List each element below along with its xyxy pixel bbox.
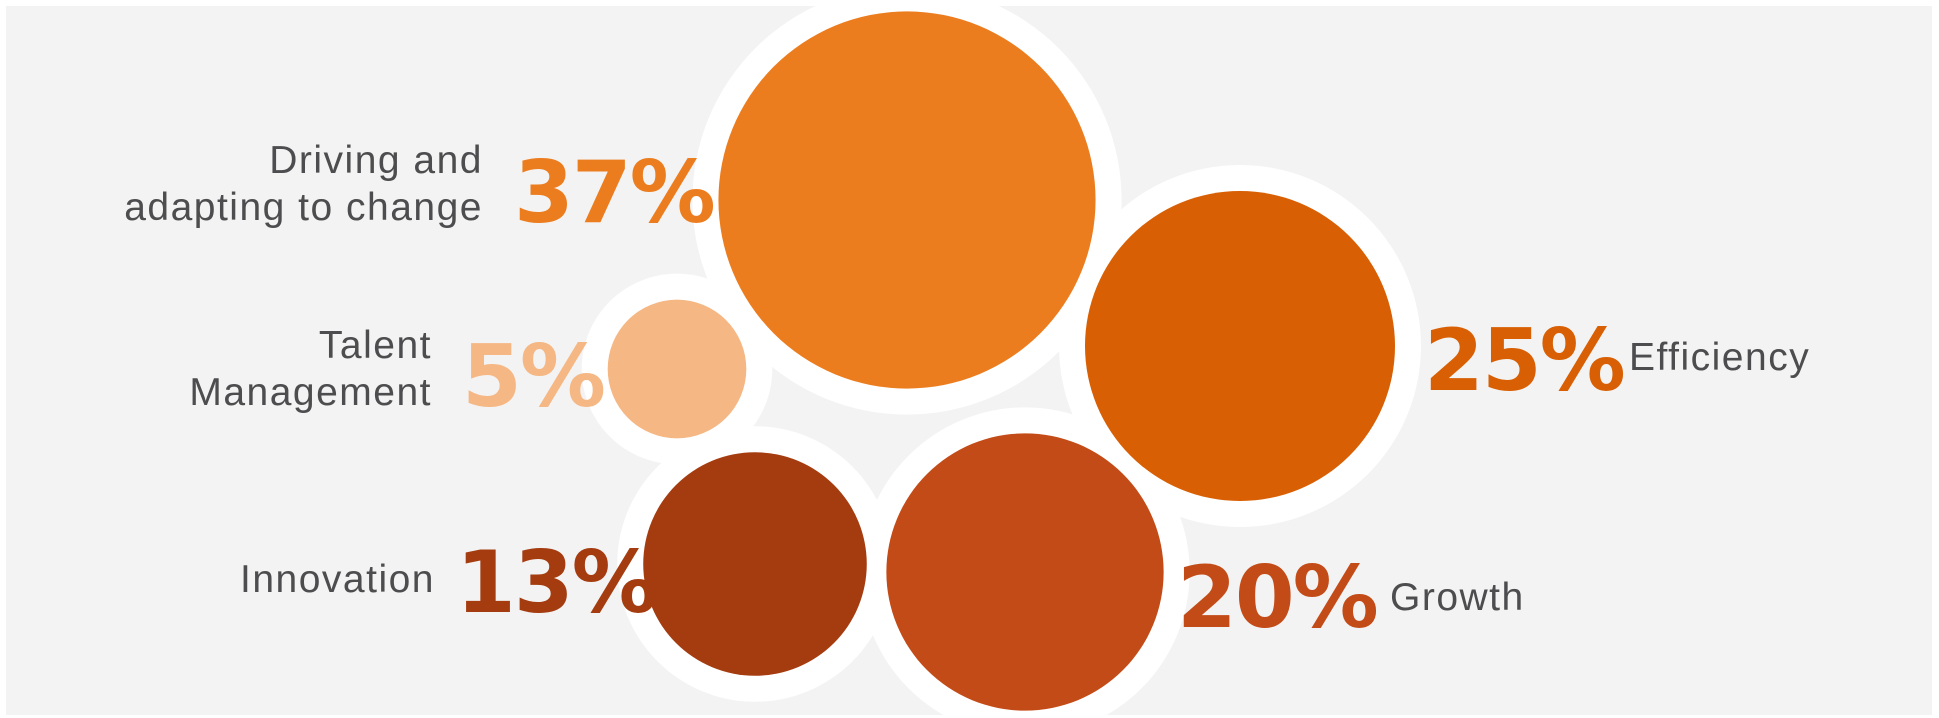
bubble-efficiency xyxy=(1085,191,1395,501)
category-label-growth: Growth xyxy=(1390,576,1525,619)
category-label-efficiency: Efficiency xyxy=(1629,336,1811,379)
bubble-innovation xyxy=(643,452,867,676)
value-label-efficiency: 25% xyxy=(1424,311,1626,411)
value-label-talent-management: 5% xyxy=(462,327,606,427)
category-label-innovation: Innovation xyxy=(240,558,435,601)
bubble-growth xyxy=(886,433,1164,711)
value-label-growth: 20% xyxy=(1177,548,1379,648)
bubble-talent-management xyxy=(607,299,747,439)
value-label-driving-change: 37% xyxy=(514,143,716,243)
category-label-driving-change: Driving and adapting to change xyxy=(124,139,483,229)
category-label-talent-management: Talent Management xyxy=(189,324,432,414)
bubble-driving-change xyxy=(718,11,1096,389)
value-label-innovation: 13% xyxy=(456,533,658,633)
